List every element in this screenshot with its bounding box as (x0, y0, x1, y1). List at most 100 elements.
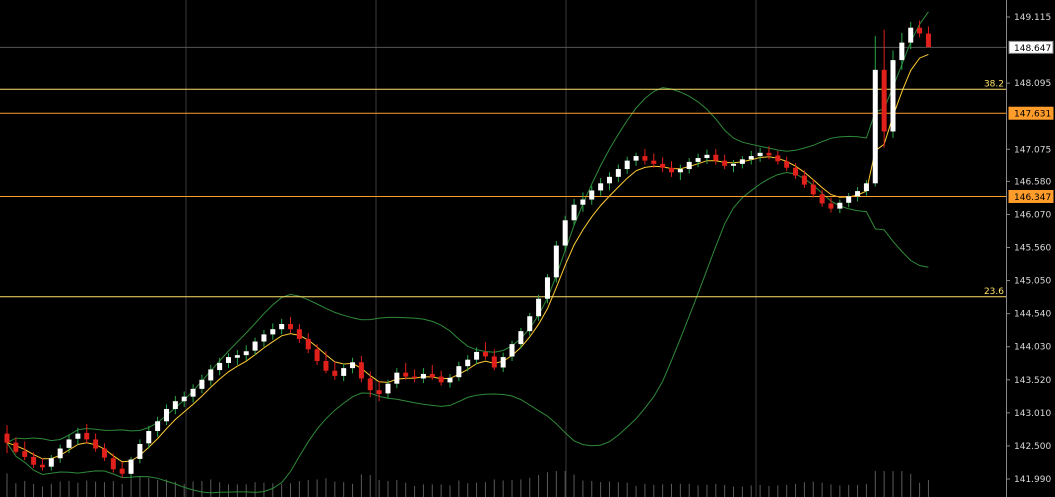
price-tick-label: 146.580 (1014, 177, 1051, 187)
price-axis: 149.115 148.095 147.075 146.580 146.070 145.5… (1006, 0, 1055, 497)
candle-bull (686, 161, 692, 170)
candle-bear (766, 152, 772, 156)
candle-bull (48, 458, 54, 467)
candle-bull (846, 196, 852, 203)
candle-bull (580, 199, 586, 205)
candle-bear (403, 372, 409, 377)
candle-bull (633, 156, 639, 161)
candle-bear (881, 69, 887, 132)
candle-bull (899, 42, 905, 61)
price-tick-label: 142.500 (1014, 442, 1051, 452)
price-tick-label: 145.050 (1014, 277, 1051, 287)
candle-bull (420, 373, 426, 379)
candle-bear (101, 448, 107, 458)
candle-bull (385, 383, 391, 394)
price-tag-box (1008, 189, 1054, 203)
price-axis-background (1006, 0, 1055, 497)
price-tick-label: 144.540 (1014, 310, 1051, 320)
candle-bear (367, 378, 373, 391)
candle-bull (75, 433, 81, 439)
price-tag-label: 147.631 (1014, 110, 1051, 120)
candle-bear (651, 160, 657, 164)
candle-bull (527, 316, 533, 332)
price-tag-label: 148.647 (1014, 44, 1051, 54)
price-tag-box (1008, 106, 1054, 120)
candle-bull (243, 351, 249, 356)
candle-bear (4, 433, 10, 443)
candle-bear (22, 451, 28, 457)
candle-bull (704, 154, 710, 159)
candle-bear (296, 329, 302, 339)
bollinger-lower-line (6, 171, 929, 494)
candle-bull (66, 439, 72, 448)
candle-bull (748, 156, 754, 160)
candle-bull (190, 388, 196, 397)
candle-bear (482, 351, 488, 357)
candle-bull (677, 169, 683, 173)
candle-bull (606, 176, 612, 184)
candle-bear (793, 167, 799, 176)
candle-bear (332, 370, 338, 376)
candle-bear (429, 373, 435, 378)
candle-bear (642, 156, 648, 161)
candle-bear (110, 458, 116, 470)
candle-bear (925, 33, 931, 48)
candle-bear (119, 468, 125, 474)
candles (4, 20, 931, 479)
candle-bear (305, 338, 311, 350)
candle-bull (447, 377, 453, 383)
candle-bull (341, 368, 347, 376)
candle-bull (350, 362, 356, 369)
candle-bull (234, 355, 240, 358)
volume-bars (6, 471, 929, 497)
candle-bear (358, 362, 364, 379)
candle-bear (801, 175, 807, 185)
candle-bear (810, 184, 816, 195)
candle-bull (518, 331, 524, 345)
candle-bull (465, 359, 471, 367)
candle-bull (279, 324, 285, 330)
candle-bear (13, 442, 19, 452)
price-tick-label: 147.075 (1014, 145, 1051, 155)
candle-bull (252, 341, 258, 351)
fib-level-label: 38.2 (984, 79, 1004, 89)
candle-bull (757, 152, 763, 157)
price-tick-label: 146.070 (1014, 210, 1051, 220)
candle-bear (491, 356, 497, 368)
candle-bear (31, 456, 37, 465)
candle-bear (376, 390, 382, 395)
candle-bear (660, 163, 666, 168)
price-tick-label: 143.520 (1014, 376, 1051, 386)
candle-bull (474, 351, 480, 360)
candle-bear (713, 154, 719, 161)
price-tick-label: 145.560 (1014, 244, 1051, 254)
candle-bull (394, 372, 400, 384)
price-tick-label: 143.010 (1014, 409, 1051, 419)
candle-bear (828, 203, 834, 209)
candle-bear (784, 161, 790, 168)
candle-bull (181, 396, 187, 402)
candle-bull (261, 334, 267, 342)
candle-bull (163, 408, 169, 422)
candle-bull (509, 344, 515, 357)
candle-bull (872, 69, 878, 184)
candle-bull (128, 459, 134, 474)
candle-bear (669, 167, 674, 173)
candle-bull (456, 366, 462, 378)
candle-bull (544, 277, 550, 299)
price-tick-label: 148.095 (1014, 79, 1051, 89)
candle-bear (93, 439, 99, 449)
bollinger-upper-line (6, 11, 929, 444)
candle-bull (226, 357, 231, 363)
candle-bull (217, 362, 223, 371)
candle-bear (412, 376, 418, 378)
candle-bear (819, 194, 825, 204)
candle-bull (172, 401, 178, 409)
candle-bull (863, 183, 869, 192)
candle-bull (270, 329, 276, 335)
candle-bull (562, 220, 568, 246)
price-tick-label: 141.990 (1014, 475, 1051, 485)
price-tags: 148.647 147.631 146.347 (1008, 40, 1054, 203)
candle-bear (314, 349, 320, 361)
